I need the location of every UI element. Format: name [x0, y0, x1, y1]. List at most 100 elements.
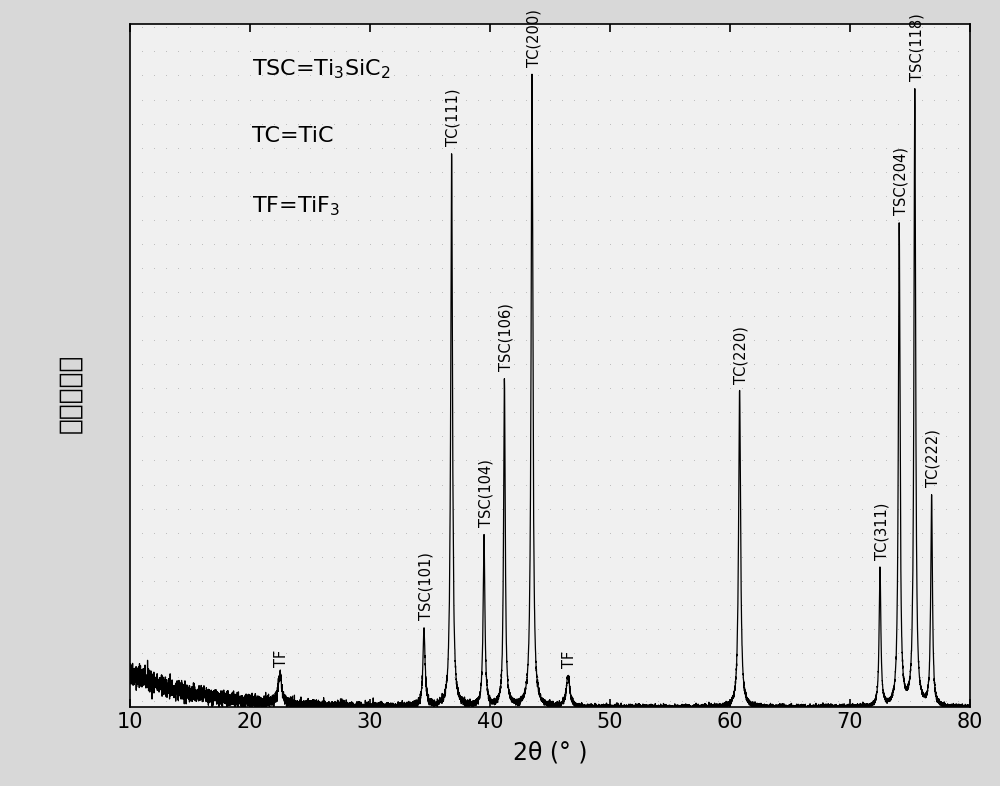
Point	[254, 214, 270, 226]
Point	[866, 550, 882, 563]
Point	[350, 695, 366, 707]
Point	[866, 623, 882, 635]
Point	[470, 430, 486, 443]
Point	[386, 166, 402, 178]
Point	[206, 69, 222, 82]
Point	[602, 550, 618, 563]
Point	[242, 599, 258, 612]
Point	[494, 94, 510, 106]
Point	[722, 166, 738, 178]
Point	[842, 502, 858, 515]
Text: TF: TF	[562, 651, 577, 668]
Point	[278, 670, 294, 683]
Point	[854, 430, 870, 443]
Point	[398, 117, 414, 130]
Point	[770, 141, 786, 154]
Point	[278, 262, 294, 274]
Point	[794, 189, 810, 202]
Point	[602, 695, 618, 707]
Point	[266, 286, 282, 299]
Point	[218, 647, 234, 659]
Point	[578, 166, 594, 178]
Point	[266, 166, 282, 178]
Point	[446, 21, 462, 34]
Point	[242, 575, 258, 587]
Point	[950, 382, 966, 395]
Text: TSC(204): TSC(204)	[894, 147, 908, 215]
Point	[386, 334, 402, 347]
Point	[206, 454, 222, 467]
Point	[350, 141, 366, 154]
Point	[890, 647, 906, 659]
Point	[482, 94, 498, 106]
Point	[806, 454, 822, 467]
Point	[182, 214, 198, 226]
Point	[698, 94, 714, 106]
Point	[542, 358, 558, 370]
Point	[926, 695, 942, 707]
Point	[434, 406, 450, 419]
Point	[266, 358, 282, 370]
Point	[182, 623, 198, 635]
Point	[578, 310, 594, 322]
Point	[950, 189, 966, 202]
Point	[326, 670, 342, 683]
Point	[446, 382, 462, 395]
Point	[746, 262, 762, 274]
Point	[206, 430, 222, 443]
Point	[422, 214, 438, 226]
Point	[938, 286, 954, 299]
Point	[650, 69, 666, 82]
Point	[662, 695, 678, 707]
Point	[254, 45, 270, 57]
Point	[518, 262, 534, 274]
Point	[722, 45, 738, 57]
Point	[158, 527, 174, 539]
Point	[194, 382, 210, 395]
Point	[914, 527, 930, 539]
Point	[458, 69, 474, 82]
Point	[926, 214, 942, 226]
Point	[830, 647, 846, 659]
Point	[818, 310, 834, 322]
Point	[134, 430, 150, 443]
Point	[638, 695, 654, 707]
Point	[494, 599, 510, 612]
Point	[926, 94, 942, 106]
Point	[518, 310, 534, 322]
Point	[470, 214, 486, 226]
Point	[302, 478, 318, 490]
Text: TSC(101): TSC(101)	[418, 553, 433, 620]
Point	[878, 430, 894, 443]
Point	[758, 214, 774, 226]
Point	[794, 358, 810, 370]
Point	[854, 310, 870, 322]
Point	[158, 286, 174, 299]
Point	[782, 286, 798, 299]
Point	[782, 69, 798, 82]
Point	[362, 45, 378, 57]
Point	[446, 262, 462, 274]
Point	[458, 358, 474, 370]
Point	[950, 670, 966, 683]
Point	[770, 262, 786, 274]
Point	[422, 623, 438, 635]
Point	[554, 358, 570, 370]
Point	[446, 502, 462, 515]
Point	[218, 166, 234, 178]
Point	[326, 502, 342, 515]
Point	[266, 550, 282, 563]
Point	[902, 670, 918, 683]
Point	[806, 502, 822, 515]
Point	[806, 94, 822, 106]
Point	[770, 478, 786, 490]
Point	[578, 647, 594, 659]
Point	[842, 262, 858, 274]
Point	[134, 695, 150, 707]
Point	[170, 454, 186, 467]
Point	[374, 406, 390, 419]
Point	[530, 262, 546, 274]
Point	[434, 334, 450, 347]
Point	[734, 695, 750, 707]
Point	[770, 670, 786, 683]
